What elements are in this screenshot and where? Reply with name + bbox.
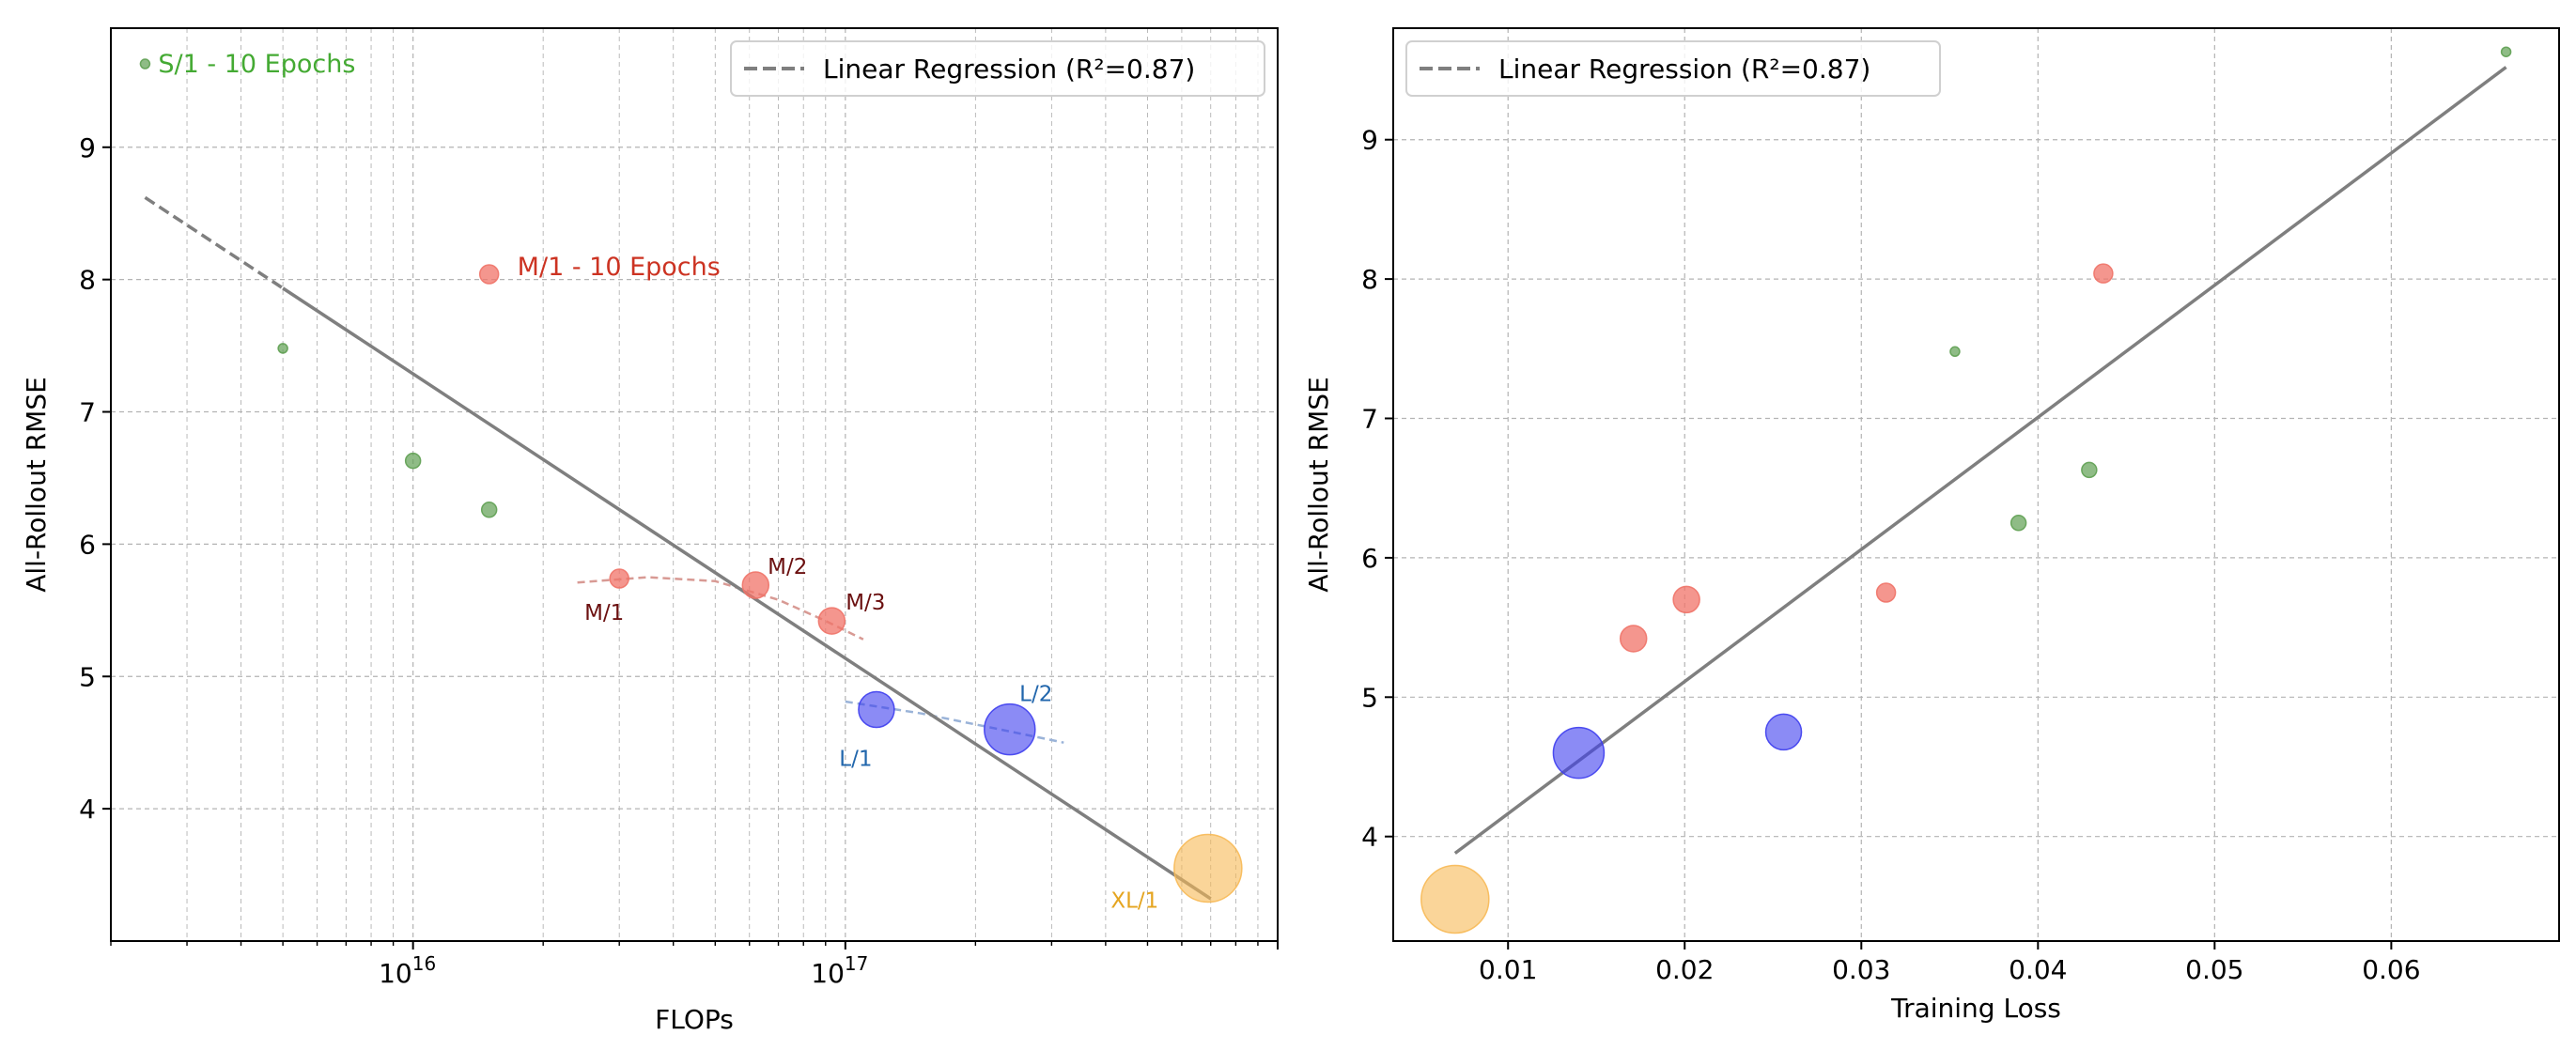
annotation-label: L/2 — [1019, 683, 1052, 707]
x-tick-label: 1017 — [811, 952, 868, 989]
loss-ticks: 4 5 6 7 8 9 0.01 0.02 0.03 0.04 0.05 0.06 — [1361, 125, 2420, 985]
m-point — [741, 571, 770, 599]
y-tick-label: 9 — [79, 132, 96, 163]
y-tick-label: 4 — [79, 794, 96, 825]
l-point — [1764, 713, 1803, 751]
y-tick-label: 6 — [1361, 543, 1378, 574]
flops-xlabel: FLOPs — [655, 1004, 734, 1035]
m-point — [1875, 582, 1897, 603]
flops-grid — [110, 28, 1279, 941]
legend-box — [730, 40, 1265, 97]
annotation-label: M/1 — [584, 601, 624, 625]
flops-panel: S/1 - 10 Epochs M/1 - 10 Epochs M/1 M/2 M/3 L… — [21, 27, 1279, 1035]
y-tick-label: 8 — [1361, 264, 1378, 295]
flops-legend: Linear Regression (R²=0.87) — [730, 40, 1265, 97]
y-tick-label: 4 — [1361, 822, 1378, 853]
annotation-label: M/3 — [846, 591, 885, 615]
x-tick-label: 1016 — [379, 952, 436, 989]
x-tick-label: 0.05 — [2185, 954, 2243, 985]
m-point — [478, 264, 500, 285]
loss-legend: Linear Regression (R²=0.87) — [1405, 40, 1941, 97]
loss-xlabel: Training Loss — [1890, 993, 2061, 1024]
l-point — [1552, 726, 1606, 780]
l-point — [984, 703, 1036, 756]
legend-label: Linear Regression (R²=0.87) — [1498, 54, 1870, 85]
loss-axes-frame — [1392, 27, 2560, 942]
m-point — [609, 568, 629, 589]
x-tick-label: 0.06 — [2362, 954, 2420, 985]
y-tick-label: 5 — [1361, 682, 1378, 713]
xl-point — [1173, 833, 1243, 903]
m-point — [2093, 263, 2114, 284]
loss-ylabel: All-Rollout RMSE — [1303, 377, 1334, 593]
s-point — [2010, 515, 2027, 532]
s-point — [277, 343, 288, 354]
y-tick-label: 8 — [79, 265, 96, 296]
legend-box — [1405, 40, 1941, 97]
annotation-label: L/1 — [839, 747, 872, 771]
loss-points — [1420, 46, 2512, 934]
s-point — [139, 58, 151, 69]
s-point — [1949, 346, 1961, 358]
x-tick-label: 0.03 — [1832, 954, 1890, 985]
annotation-label: XL/1 — [1110, 889, 1158, 914]
x-tick-label: 0.01 — [1479, 954, 1537, 985]
regression-line-dashed — [144, 195, 285, 290]
m-point — [1672, 585, 1700, 614]
s-point — [2500, 46, 2512, 57]
annotation-label: S/1 - 10 Epochs — [158, 50, 355, 79]
flops-ylabel: All-Rollout RMSE — [21, 377, 52, 593]
y-tick-label: 9 — [1361, 125, 1378, 156]
y-tick-label: 7 — [1361, 404, 1378, 435]
y-tick-label: 6 — [79, 529, 96, 560]
flops-axes-frame — [110, 27, 1279, 942]
annotation-label: M/2 — [768, 555, 807, 579]
s-point — [480, 502, 498, 518]
l-point — [858, 690, 895, 729]
m-point — [817, 607, 846, 635]
y-tick-label: 5 — [79, 661, 96, 692]
flops-ticks: 4 5 6 7 8 9 1016 1017 — [79, 132, 1279, 989]
legend-label: Linear Regression (R²=0.87) — [823, 54, 1195, 85]
m-point — [1619, 625, 1648, 653]
flops-points — [139, 58, 1243, 903]
regression-line — [1453, 66, 2507, 855]
loss-grid — [1393, 28, 2559, 941]
flops-annotations: S/1 - 10 Epochs M/1 - 10 Epochs M/1 M/2 M/3 L… — [158, 50, 1158, 913]
y-tick-label: 7 — [79, 397, 96, 428]
xl-point — [1420, 864, 1490, 934]
loss-panel: 4 5 6 7 8 9 0.01 0.02 0.03 0.04 0.05 0.06 Training … — [1303, 27, 2560, 1024]
loss-regression — [1453, 66, 2507, 855]
s-point — [404, 452, 422, 470]
flops-regression — [144, 195, 1212, 901]
s-point — [2081, 461, 2098, 479]
x-tick-label: 0.02 — [1655, 954, 1714, 985]
x-tick-label: 0.04 — [2009, 954, 2067, 985]
annotation-label: M/1 - 10 Epochs — [518, 253, 721, 282]
